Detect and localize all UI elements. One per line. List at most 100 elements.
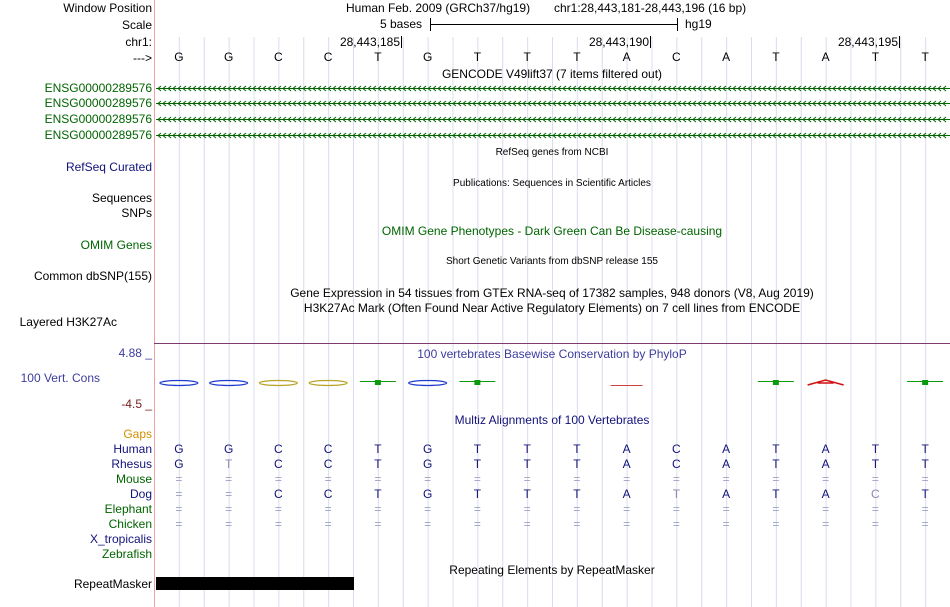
alignment-base: = (523, 517, 531, 531)
multiz-species-label[interactable]: Elephant (104, 502, 152, 516)
alignment-base: G (422, 442, 433, 456)
alignment-base: T (523, 457, 531, 471)
multiz-species-label[interactable]: Rhesus (111, 457, 152, 471)
refseq-track-title[interactable]: RefSeq genes from NCBI (495, 147, 609, 158)
h3k27ac-track-title[interactable]: H3K27Ac Mark (Often Found Near Active Re… (303, 301, 801, 315)
alignment-base: T (921, 457, 929, 471)
coord-tick-label: 28,443,185 (339, 35, 400, 49)
publications-track-title[interactable]: Publications: Sequences in Scientific Ar… (453, 178, 651, 189)
dbsnp-track-label[interactable]: Common dbSNP(155) (33, 269, 152, 283)
conservation-min-label: -4.5 _ (121, 397, 152, 411)
omim-track-title[interactable]: OMIM Gene Phenotypes - Dark Green Can Be… (381, 224, 723, 238)
alignment-base: = (175, 517, 183, 531)
alignment-base: = (722, 472, 730, 486)
alignment-base: = (374, 472, 382, 486)
alignment-base: = (175, 472, 183, 486)
alignment-base: = (424, 502, 432, 516)
conservation-mark (922, 380, 929, 385)
base-letter: T (374, 50, 382, 64)
alignment-base: = (871, 502, 879, 516)
alignment-base: = (374, 517, 382, 531)
multiz-species-label[interactable]: Chicken (108, 517, 152, 531)
alignment-base: = (274, 517, 282, 531)
alignment-base: = (523, 502, 531, 516)
db-text: hg19 (685, 17, 712, 31)
alignment-base: G (422, 487, 433, 501)
alignment-base: A (622, 487, 631, 501)
gencode-track-title[interactable]: GENCODE V49lift37 (7 items filtered out) (441, 67, 663, 81)
alignment-base: = (623, 472, 631, 486)
strand-arrow-label: ---> (133, 51, 152, 65)
conservation-mark (807, 379, 844, 386)
base-letter: G (223, 50, 234, 64)
coord-tick-label: 28,443,190 (588, 35, 649, 49)
multiz-species-label[interactable]: X_tropicalis (89, 532, 152, 546)
alignment-base: T (374, 442, 382, 456)
alignment-base: = (822, 502, 830, 516)
alignment-base: = (573, 472, 581, 486)
h3k27ac-track-label[interactable]: Layered H3K27Ac (19, 315, 117, 329)
publications-track-label[interactable]: Sequences (91, 191, 152, 205)
alignment-base: G (174, 457, 184, 471)
alignment-base: = (822, 517, 830, 531)
alignment-base: G (174, 442, 184, 456)
gtex-track-title[interactable]: Gene Expression in 54 tissues from GTEx … (290, 286, 814, 300)
base-letter: G (422, 50, 433, 64)
alignment-base: = (225, 517, 233, 531)
alignment-base: T (772, 487, 780, 501)
snps-track-label[interactable]: SNPs (121, 206, 152, 220)
alignment-base: C (323, 487, 333, 501)
gencode-gene-label[interactable]: ENSG00000289576 (44, 81, 152, 95)
alignment-base: C (274, 442, 283, 456)
repeatmasker-element (156, 577, 354, 590)
conservation-track-title[interactable]: 100 vertebrates Basewise Conservation by… (417, 347, 687, 361)
alignment-base: = (473, 472, 481, 486)
refseq-track-label[interactable]: RefSeq Curated (65, 160, 152, 174)
multiz-species-label[interactable]: Mouse (115, 472, 152, 486)
multiz-species-label[interactable]: Zebrafish (101, 547, 152, 561)
alignment-base: T (921, 487, 929, 501)
alignment-base: = (573, 502, 581, 516)
gencode-gene-label[interactable]: ENSG00000289576 (44, 128, 152, 142)
scale-label: Scale (121, 18, 152, 32)
conservation-track-label[interactable]: 100 Vert. Cons (20, 371, 100, 385)
gencode-gene-label[interactable]: ENSG00000289576 (44, 112, 152, 126)
alignment-base: = (424, 517, 432, 531)
multiz-gaps-label[interactable]: Gaps (123, 427, 152, 441)
multiz-track-title[interactable]: Multiz Alignments of 100 Vertebrates (454, 413, 650, 427)
alignment-base: = (274, 472, 282, 486)
alignment-base: A (622, 457, 631, 471)
position-text: chr1:28,443,181-28,443,196 (16 bp) (554, 1, 747, 15)
conservation-max-label: 4.88 _ (118, 346, 152, 360)
base-letter: G (174, 50, 184, 64)
dbsnp-track-title[interactable]: Short Genetic Variants from dbSNP releas… (446, 256, 658, 267)
alignment-base: = (225, 502, 233, 516)
alignment-base: = (672, 502, 680, 516)
repeatmasker-track-title[interactable]: Repeating Elements by RepeatMasker (449, 563, 655, 577)
alignment-base: = (871, 517, 879, 531)
repeatmasker-track-label[interactable]: RepeatMasker (73, 577, 152, 591)
base-letter: T (473, 50, 482, 64)
alignment-base: A (722, 487, 731, 501)
alignment-base: = (473, 502, 481, 516)
strand-arrows (157, 85, 947, 92)
omim-track-label[interactable]: OMIM Genes (80, 238, 152, 252)
alignment-base: T (871, 457, 880, 471)
conservation-mark (772, 380, 779, 385)
alignment-base: A (722, 457, 731, 471)
alignment-base: = (623, 502, 631, 516)
gencode-gene-label[interactable]: ENSG00000289576 (44, 96, 152, 110)
base-letter: T (871, 50, 880, 64)
base-letter: A (622, 50, 631, 64)
multiz-species-label[interactable]: Human (113, 442, 152, 456)
alignment-base: = (672, 517, 680, 531)
multiz-species-label[interactable]: Dog (129, 487, 152, 501)
alignment-base: C (323, 442, 333, 456)
chrom-label: chr1: (125, 35, 152, 49)
alignment-base: = (573, 517, 581, 531)
strand-arrows (157, 116, 947, 123)
alignment-base: T (772, 457, 780, 471)
alignment-base: C (274, 487, 283, 501)
base-letter: C (274, 50, 283, 64)
